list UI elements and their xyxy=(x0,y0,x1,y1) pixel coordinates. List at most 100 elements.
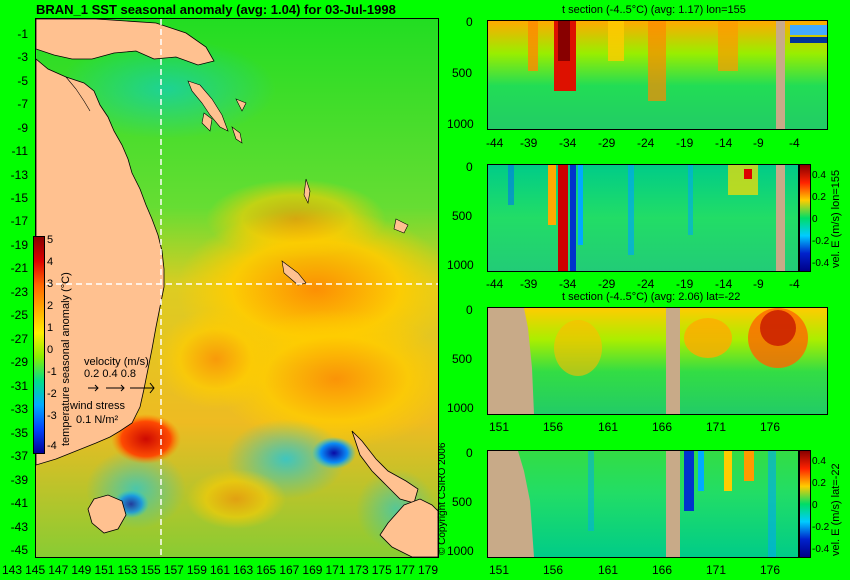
colorbar-tick: 1 xyxy=(47,322,54,334)
colorbar-tick: 2 xyxy=(47,300,54,312)
x-tick: -24 xyxy=(637,277,655,291)
velocity-legend-values: 0.2 0.4 0.8 xyxy=(84,368,136,380)
map-colorbar xyxy=(33,236,45,454)
new-zealand-south-island xyxy=(379,498,438,557)
x-tick: 156 xyxy=(543,420,564,434)
y-tick: 0 xyxy=(466,446,473,460)
x-tick: -4 xyxy=(789,277,800,291)
lon-tick: 165 xyxy=(256,563,277,577)
lat-tick: -3 xyxy=(17,50,28,64)
lat-tick: -27 xyxy=(10,332,28,346)
colorbar-label: temperature seasonal anomaly (°C) xyxy=(60,272,72,446)
lat-tick: -11 xyxy=(11,144,28,158)
lat-tick: -1 xyxy=(17,27,28,41)
lat-tick: -31 xyxy=(10,379,28,393)
panel2-section-plot[interactable] xyxy=(487,164,799,272)
velocity-legend-title: velocity (m/s) xyxy=(84,356,149,368)
lon-tick: 147 xyxy=(48,563,69,577)
lat-tick: -29 xyxy=(10,355,28,369)
y-tick: 0 xyxy=(466,15,473,29)
lon-tick: 171 xyxy=(325,563,346,577)
x-tick: -24 xyxy=(637,136,655,150)
new-zealand-north-island xyxy=(351,430,419,504)
colorbar-tick: -4 xyxy=(47,440,57,452)
y-tick: 0 xyxy=(466,303,473,317)
new-guinea-landmass xyxy=(36,19,215,66)
lon-tick: 149 xyxy=(71,563,92,577)
wind-legend-value: 0.1 N/m² xyxy=(76,414,119,426)
x-tick: -19 xyxy=(676,136,694,150)
cb-tick: 0.2 xyxy=(812,192,826,203)
copyright-text: © Copyright CSIRO 2006 xyxy=(437,442,448,555)
lon-tick: 177 xyxy=(394,563,415,577)
lon-tick: 155 xyxy=(140,563,161,577)
cb-tick: -0.2 xyxy=(812,236,830,247)
lon-tick: 179 xyxy=(417,563,438,577)
panel3-canvas xyxy=(488,308,808,414)
panel2-colorbar xyxy=(799,164,811,272)
wind-legend-title: wind stress xyxy=(70,400,126,412)
colorbar-tick: -2 xyxy=(47,388,57,400)
panel2-side-label: vel. E (m/s) lon=155 xyxy=(830,169,842,268)
x-tick: -34 xyxy=(559,136,577,150)
panel4-canvas xyxy=(488,451,776,557)
lon-tick: 163 xyxy=(233,563,254,577)
lat-tick: -5 xyxy=(17,74,28,88)
sst-map[interactable] xyxy=(35,18,439,558)
lat-tick: -25 xyxy=(10,308,28,322)
x-tick: 156 xyxy=(543,563,564,577)
panel4-side-label: vel. E (m/s) lat=-22 xyxy=(830,463,842,556)
lat-tick: -17 xyxy=(10,214,28,228)
lon-tick: 175 xyxy=(371,563,392,577)
velocity-arrows-icon xyxy=(88,382,155,394)
lat-tick: -13 xyxy=(10,168,28,182)
lat-tick: -15 xyxy=(10,191,28,205)
colorbar-tick: -3 xyxy=(47,410,57,422)
x-tick: 171 xyxy=(706,420,727,434)
x-tick: 166 xyxy=(652,420,673,434)
y-tick: 500 xyxy=(452,66,473,80)
x-tick: 161 xyxy=(598,420,619,434)
x-tick: -29 xyxy=(598,136,616,150)
panel1-section-plot[interactable] xyxy=(487,20,828,130)
colorbar-tick: -1 xyxy=(47,366,57,378)
x-tick: 176 xyxy=(760,420,781,434)
panel3-title: t section (-4..5°C) (avg: 2.06) lat=-22 xyxy=(562,291,741,303)
lat-tick: -35 xyxy=(10,426,28,440)
tasmania-landmass xyxy=(87,494,127,534)
panel4-section-plot[interactable] xyxy=(487,450,799,558)
panel3-section-plot[interactable] xyxy=(487,307,828,415)
lat-tick: -21 xyxy=(10,261,28,275)
x-tick: -44 xyxy=(486,136,504,150)
colorbar-tick: 0 xyxy=(47,344,54,356)
lon-tick: 153 xyxy=(117,563,138,577)
colorbar-tick: 4 xyxy=(47,256,54,268)
x-tick: 171 xyxy=(706,563,727,577)
cb-tick: -0.4 xyxy=(812,544,830,555)
cb-tick: 0.4 xyxy=(812,456,826,467)
lon-tick: 169 xyxy=(302,563,323,577)
lat-tick: -45 xyxy=(10,543,28,557)
lat-tick: -9 xyxy=(17,121,28,135)
x-tick: 151 xyxy=(489,420,510,434)
lat-tick: -37 xyxy=(10,449,28,463)
australia-landmass xyxy=(36,58,165,466)
x-tick: 166 xyxy=(652,563,673,577)
y-tick: 500 xyxy=(452,352,473,366)
x-tick: -14 xyxy=(715,136,733,150)
colorbar-tick: 5 xyxy=(47,234,54,246)
cb-tick: -0.4 xyxy=(812,258,830,269)
lat-tick: -39 xyxy=(10,473,28,487)
lat-tick: -19 xyxy=(10,238,28,252)
lon-tick: 151 xyxy=(94,563,115,577)
main-title: BRAN_1 SST seasonal anomaly (avg: 1.04) … xyxy=(36,2,396,17)
cb-tick: 0.2 xyxy=(812,478,826,489)
lat-tick: -7 xyxy=(17,97,28,111)
x-tick: -39 xyxy=(520,136,538,150)
x-tick: -39 xyxy=(520,277,538,291)
cb-tick: 0.4 xyxy=(812,170,826,181)
lon-tick: 143 xyxy=(2,563,23,577)
lon-tick: 167 xyxy=(279,563,300,577)
lon-tick: 157 xyxy=(163,563,184,577)
y-tick: 500 xyxy=(452,209,473,223)
